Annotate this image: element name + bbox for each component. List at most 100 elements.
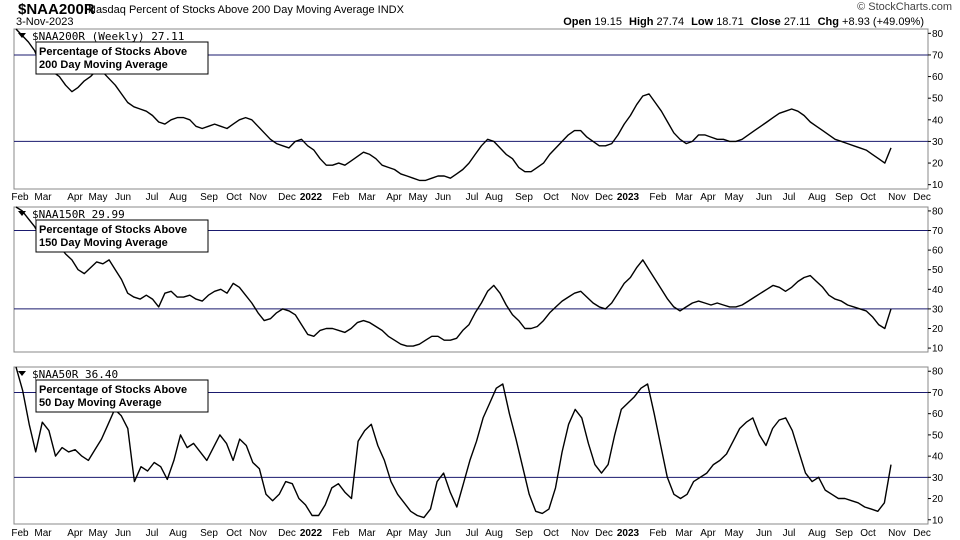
x-tick-label: Mar [358, 192, 376, 203]
y-tick-label: 70 [932, 50, 944, 61]
close-label: Close [750, 16, 781, 28]
x-tick-label: Jun [115, 528, 131, 539]
series-line [15, 28, 892, 182]
x-tick-label: Dec [913, 528, 931, 539]
annotation-box [35, 219, 209, 253]
x-tick-label: Jun [756, 192, 772, 203]
y-tick-label: 30 [932, 137, 944, 148]
x-tick-label: Aug [169, 192, 187, 203]
x-tick-label: Jun [115, 192, 131, 203]
panel-marker-icon [18, 33, 26, 38]
x-tick-label: Aug [485, 192, 503, 203]
y-tick-label: 30 [932, 304, 944, 315]
x-tick-label: Mar [675, 192, 693, 203]
chart-description: Nasdaq Percent of Stocks Above 200 Day M… [88, 4, 404, 16]
x-tick-label: Sep [515, 528, 533, 539]
x-tick-label: Mar [358, 528, 376, 539]
x-tick-label: Oct [543, 192, 559, 203]
x-tick-label: Feb [649, 528, 667, 539]
y-tick-label: 10 [932, 344, 944, 355]
brand-logo: © StockCharts.com [857, 1, 952, 13]
x-tick-label: Apr [386, 528, 402, 539]
annotation-text: 50 Day Moving Average [39, 397, 162, 409]
panel-label: $NAA200R (Weekly) 27.11 [32, 30, 184, 43]
x-tick-label: May [409, 192, 428, 203]
x-tick-label: Jul [783, 528, 796, 539]
x-tick-label: May [89, 192, 108, 203]
x-tick-label: Jul [466, 192, 479, 203]
x-tick-label: 2023 [617, 192, 640, 203]
x-tick-label: Oct [226, 528, 242, 539]
y-tick-label: 20 [932, 159, 944, 170]
panel-marker-icon [18, 371, 26, 376]
x-tick-label: Oct [226, 192, 242, 203]
y-tick-label: 30 [932, 473, 944, 484]
x-tick-label: Apr [700, 192, 716, 203]
x-tick-label: Apr [700, 528, 716, 539]
panel-frame [13, 28, 929, 190]
y-tick-label: 20 [932, 324, 944, 335]
x-tick-label: Sep [200, 528, 218, 539]
x-tick-label: Apr [67, 528, 83, 539]
annotation-text: 200 Day Moving Average [39, 59, 168, 71]
x-tick-label: Aug [808, 192, 826, 203]
chg-value: +8.93 (+49.09%) [842, 16, 924, 28]
x-tick-label: Dec [595, 192, 613, 203]
x-tick-label: 2022 [300, 192, 323, 203]
x-tick-label: Nov [571, 528, 589, 539]
y-tick-label: 50 [932, 430, 944, 441]
x-tick-label: Apr [386, 192, 402, 203]
x-tick-label: Nov [888, 192, 906, 203]
y-tick-label: 70 [932, 388, 944, 399]
x-tick-label: May [409, 528, 428, 539]
x-tick-label: Nov [249, 528, 267, 539]
ohlc-readout: Open 19.15 High 27.74 Low 18.71 Close 27… [563, 16, 928, 28]
y-tick-label: 10 [932, 515, 944, 526]
y-tick-label: 80 [932, 29, 944, 40]
open-label: Open [563, 16, 592, 28]
y-tick-label: 60 [932, 246, 944, 257]
x-tick-label: Feb [332, 192, 350, 203]
x-tick-label: Jul [783, 192, 796, 203]
x-tick-label: Feb [11, 192, 29, 203]
x-tick-label: Oct [860, 192, 876, 203]
x-tick-label: Oct [860, 528, 876, 539]
y-tick-label: 40 [932, 285, 944, 296]
panel-frame [13, 206, 929, 353]
series-line [15, 206, 892, 347]
annotation-box [35, 379, 209, 413]
x-tick-label: Dec [913, 192, 931, 203]
low-value: 18.71 [716, 16, 744, 28]
x-tick-label: Mar [34, 528, 52, 539]
y-tick-label: 50 [932, 94, 944, 105]
x-tick-label: Dec [595, 528, 613, 539]
x-tick-label: Jul [466, 528, 479, 539]
x-tick-label: Dec [278, 192, 296, 203]
x-tick-label: Apr [67, 192, 83, 203]
y-tick-label: 10 [932, 180, 944, 191]
series-line [15, 366, 892, 519]
x-tick-label: Sep [515, 192, 533, 203]
y-tick-label: 60 [932, 72, 944, 83]
open-value: 19.15 [594, 16, 622, 28]
annotation-text: 150 Day Moving Average [39, 237, 168, 249]
x-tick-label: May [725, 192, 744, 203]
x-tick-label: Feb [649, 192, 667, 203]
high-label: High [629, 16, 654, 28]
y-tick-label: 40 [932, 115, 944, 126]
x-tick-label: Oct [543, 528, 559, 539]
x-tick-label: Jun [435, 192, 451, 203]
x-tick-label: May [725, 528, 744, 539]
high-value: 27.74 [656, 16, 685, 28]
panel-label: $NAA150R 29.99 [32, 208, 125, 221]
panel-frame [13, 366, 929, 525]
x-tick-label: Mar [675, 528, 693, 539]
chart-date: 3-Nov-2023 [16, 16, 74, 28]
x-tick-label: Sep [835, 528, 853, 539]
annotation-text: Percentage of Stocks Above [39, 46, 187, 58]
x-tick-label: Jul [146, 192, 159, 203]
x-tick-label: Mar [34, 192, 52, 203]
x-tick-label: Sep [200, 192, 218, 203]
x-tick-label: Nov [249, 192, 267, 203]
